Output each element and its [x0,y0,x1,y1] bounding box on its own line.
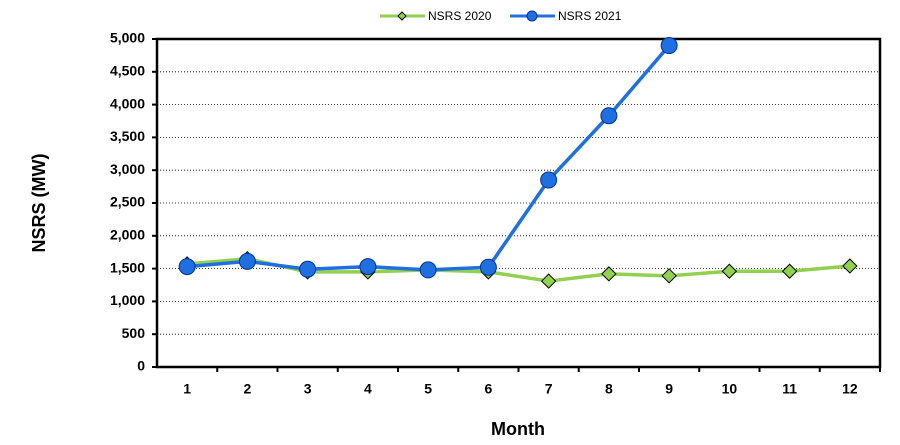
data-point [359,258,377,276]
x-tick-label: 3 [304,381,312,397]
y-tick-label: 5,000 [110,30,145,46]
y-tick-label: 4,500 [110,63,145,79]
data-point [419,261,437,279]
y-tick-label: 2,500 [110,194,145,210]
series-line [186,44,671,272]
x-tick-label: 12 [842,381,858,397]
data-point [601,266,617,282]
legend-label: NSRS 2021 [558,9,622,23]
y-tick-label: 2,000 [110,227,145,243]
legend-marker [526,10,538,22]
data-point [540,171,558,189]
x-tick-label: 1 [183,381,191,397]
data-point [661,268,677,284]
data-point [178,258,196,276]
series-line [186,257,851,283]
x-tick-label: 11 [782,381,797,397]
data-point [479,258,497,276]
y-tick-label: 3,000 [110,161,145,177]
x-tick-label: 5 [424,381,432,397]
x-tick-label: 9 [665,381,673,397]
data-point [299,260,317,278]
x-tick-label: 8 [605,381,613,397]
y-tick-label: 0 [137,358,145,374]
legend-marker [397,11,407,21]
data-point [781,263,798,279]
plot-frame [155,37,882,369]
y-tick-label: 1,500 [110,259,145,275]
data-point [600,107,618,125]
data-point [660,37,678,55]
x-tick-label: 4 [364,381,372,397]
data-point [721,263,738,279]
data-point [842,258,858,274]
y-axis-label: NSRS (MW) [29,154,49,253]
y-tick-label: 500 [122,325,146,341]
data-point [238,252,256,270]
data-point [540,273,557,289]
y-tick-label: 4,000 [110,95,145,111]
y-tick-label: 1,000 [110,292,145,308]
y-tick-label: 3,500 [110,128,145,144]
x-axis-label: Month [491,419,545,439]
x-tick-label: 2 [243,381,251,397]
x-tick-label: 6 [484,381,492,397]
x-tick-label: 7 [545,381,553,397]
x-tick-label: 10 [722,381,738,397]
legend-label: NSRS 2020 [428,9,492,23]
